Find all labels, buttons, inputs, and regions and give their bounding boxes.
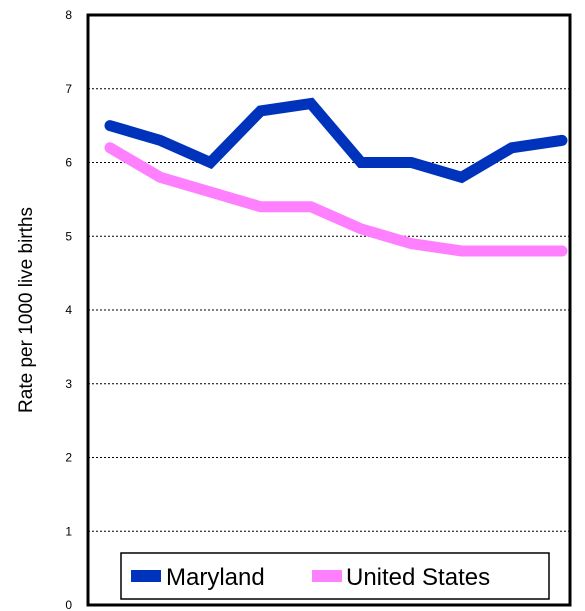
y-tick-label: 5 [65,229,72,243]
y-axis-ticks: 0 1 2 3 4 5 6 7 8 [65,8,72,611]
y-tick-label: 4 [65,303,72,317]
y-tick-label: 7 [65,82,72,96]
y-tick-label: 3 [65,377,72,391]
y-axis-label: Rate per 1000 live births [16,207,37,413]
legend-swatch-maryland [131,570,161,582]
legend-swatch-united-states [312,570,342,582]
y-tick-label: 8 [65,8,72,22]
gridlines [88,88,570,532]
legend-label-maryland: Maryland [166,564,265,591]
legend-label-united-states: United States [346,564,490,591]
y-tick-label: 6 [65,156,72,170]
series-line-maryland [104,97,568,184]
series-lines [104,97,568,257]
y-tick-label: 0 [65,598,72,611]
legend: Maryland United States [120,552,550,600]
series-line-united-states [104,142,568,257]
y-tick-label: 2 [65,451,72,465]
y-tick-label: 1 [65,524,72,538]
plot-frame [86,13,572,607]
